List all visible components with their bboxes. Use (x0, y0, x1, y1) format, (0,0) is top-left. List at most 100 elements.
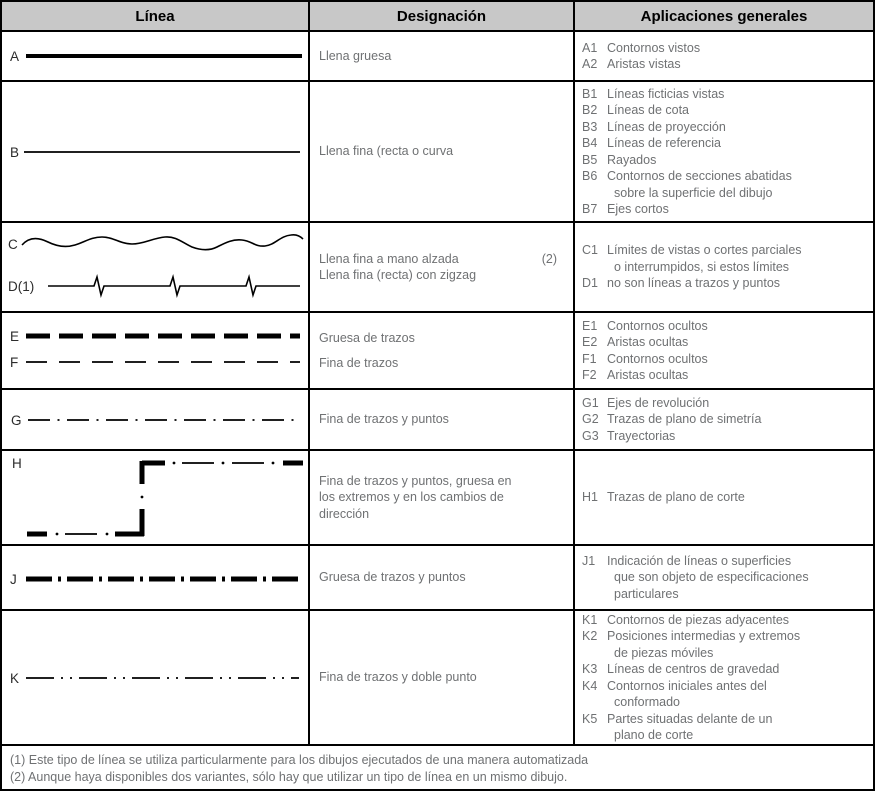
line-sample-cell-G: G (2, 390, 308, 449)
designation-text: Llena gruesa (319, 48, 392, 63)
application-item-B4: B4 Líneas de referencia (582, 135, 869, 152)
application-code: E2 (582, 335, 598, 349)
designation-text: Fina de trazos y puntos (319, 412, 449, 427)
application-code: G2 (582, 412, 599, 427)
designation-text: Fina de trazos (319, 356, 399, 370)
application-text: Líneas de proyección (607, 119, 726, 134)
application-code: B6 (582, 169, 598, 183)
designation-cell-K: Fina de trazos y doble punto (308, 611, 573, 744)
applications-cell-CD: C1 Límites de vistas o cortes parciales o … (573, 223, 873, 311)
application-code: B1 (582, 86, 598, 101)
designation-text: Llena fina (recta o curva (319, 144, 454, 159)
application-text: Rayados (607, 152, 657, 167)
application-item-A1: A1 Contornos vistos (582, 40, 869, 57)
application-item-K2: K2 Posiciones intermedias y extremos de pi… (582, 628, 869, 661)
application-item-B6: B6 Contornos de secciones abatidas sobre l… (582, 168, 869, 201)
footnote-2: (2) Aunque haya disponibles dos variante… (10, 769, 568, 784)
designation-text: Llena fina a mano alzada (2) (319, 251, 567, 268)
designation-cell-CD: Llena fina a mano alzada (2) Llena fina (r… (308, 223, 573, 311)
designation-cell-B: Llena fina (recta o curva (308, 82, 573, 221)
application-text: Ejes de revolución (607, 395, 710, 410)
designation-note: (2) (541, 251, 557, 266)
application-text: Líneas de referencia (607, 136, 721, 150)
application-item-K5: K5 Partes situadas delante de un plano de … (582, 711, 869, 744)
line-label: A (10, 49, 19, 64)
application-code: H1 (582, 490, 598, 505)
applications-cell-EF: E1 Contornos ocultos E2 Aristas ocultas F1 Co… (573, 313, 873, 388)
applications-cell-K: K1 Contornos de piezas adyacentes K2 Posici… (573, 611, 873, 744)
application-code: K2 (582, 629, 598, 643)
line-label: E (10, 329, 19, 344)
application-item-G1: G1 Ejes de revolución (582, 395, 869, 412)
line-sample-cell-J: J (2, 546, 308, 609)
application-item-J1: J1 Indicación de líneas o superficies que … (582, 553, 869, 603)
application-item-B5: B5 Rayados (582, 152, 869, 169)
application-text: Indicación de líneas o superficies que so… (607, 553, 809, 601)
application-text: Trayectorias (607, 428, 676, 443)
application-item-K3: K3 Líneas de centros de gravedad (582, 661, 869, 678)
application-code: B7 (582, 202, 598, 216)
line-sample-cell-A: A (2, 32, 308, 80)
application-code: B3 (582, 119, 598, 134)
designation-cell-A: Llena gruesa (308, 32, 573, 80)
application-code: G1 (582, 395, 599, 410)
application-text: Contornos ocultos (607, 351, 708, 366)
applications-cell-G: G1 Ejes de revolución G2 Trazas de plano de… (573, 390, 873, 449)
table-row-J: J Gruesa de trazos y puntos J1 Indicación d… (2, 544, 873, 609)
table-row-B: B Llena fina (recta o curva B1 Líneas ficti… (2, 80, 873, 221)
table-row-EF: E F Gruesa de trazos Fina de trazos E1 Contor… (2, 311, 873, 388)
application-code: B4 (582, 136, 598, 150)
application-text: no son líneas a trazos y puntos (607, 276, 781, 291)
applications-cell-H: H1 Trazas de plano de corte (573, 451, 873, 544)
application-code: C1 (582, 243, 598, 258)
line-sample-cell-K: K (2, 611, 308, 744)
application-item-A2: A2 Aristas vistas (582, 56, 869, 73)
application-item-H1: H1 Trazas de plano de corte (582, 489, 869, 506)
application-item-B1: B1 Líneas ficticias vistas (582, 86, 869, 103)
line-label: F (10, 355, 18, 370)
line-sample-EF-graphic: EF (10, 329, 300, 370)
application-text: Contornos de secciones abatidas sobre la … (607, 169, 792, 200)
application-text: Líneas de centros de gravedad (607, 662, 780, 676)
designation-text: Fina de trazos y doble punto (319, 670, 477, 685)
application-text: Límites de vistas o cortes parciales o in… (607, 243, 802, 274)
designation-text: Gruesa de trazos y puntos (319, 570, 466, 585)
header-linea: Línea (2, 2, 308, 30)
application-item-E2: E2 Aristas ocultas (582, 334, 869, 351)
application-code: A1 (582, 40, 598, 55)
line-sample-K-graphic: K (10, 671, 299, 686)
application-item-K1: K1 Contornos de piezas adyacentes (582, 612, 869, 629)
application-text: Posiciones intermedias y extremos de piez… (607, 629, 801, 660)
table-row-G: G Fina de trazos y puntos G1 Ejes de revolu… (2, 388, 873, 449)
designation-cell-H: Fina de trazos y puntos, gruesa en los ex… (308, 451, 573, 544)
application-text: Líneas de cota (607, 103, 690, 117)
application-text: Contornos vistos (607, 40, 701, 55)
line-sample-cell-H: H (2, 451, 308, 544)
application-code: K5 (582, 711, 598, 726)
line-sample-G-graphic: G (11, 413, 299, 428)
application-item-B2: B2 Líneas de cota (582, 102, 869, 119)
application-code: K4 (582, 678, 598, 693)
table-row-H: H Fina de trazos y puntos, gruesa en los e… (2, 449, 873, 544)
applications-cell-A: A1 Contornos vistos A2 Aristas vistas (573, 32, 873, 80)
application-item-C1: C1 Límites de vistas o cortes parciales o … (582, 242, 869, 275)
application-code: K1 (582, 612, 598, 627)
line-label: K (10, 671, 19, 686)
line-sample-H-graphic: H (12, 456, 303, 537)
header-aplicaciones-generales: Aplicaciones generales (573, 2, 873, 30)
application-code: B2 (582, 103, 598, 117)
footnote-1: (1) Este tipo de línea se utiliza partic… (10, 753, 589, 767)
table-body: A Llena gruesa A1 Contornos vistos A2 Aristas… (2, 30, 873, 744)
application-text: Trazas de plano de corte (607, 490, 745, 505)
applications-cell-B: B1 Líneas ficticias vistas B2 Líneas de cot… (573, 82, 873, 221)
application-text: Aristas ocultas (607, 368, 689, 382)
line-label: J (10, 572, 17, 587)
application-item-G3: G3 Trayectorias (582, 428, 869, 445)
line-label: B (10, 145, 19, 160)
application-text: Aristas vistas (607, 57, 681, 71)
line-label: G (11, 413, 22, 428)
application-code: J1 (582, 553, 596, 568)
